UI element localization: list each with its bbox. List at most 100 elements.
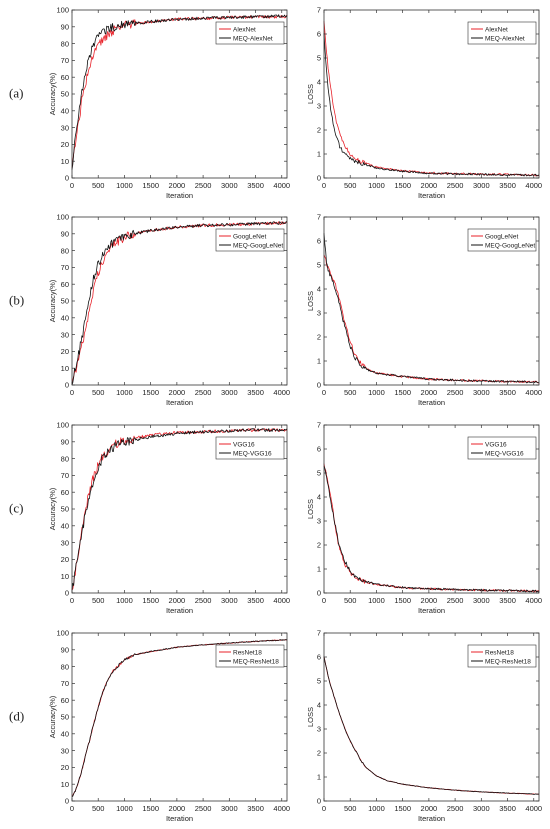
y-tick-label: 5 (317, 469, 321, 478)
legend-entry: MEQ-GoogLeNet (233, 243, 283, 250)
y-tick-label: 0 (317, 589, 321, 598)
legend-entry: MEQ-ResNet18 (485, 659, 531, 666)
x-tick-label: 1000 (116, 388, 133, 397)
chart-panel: 0 500 1000 1500 2000 2500 3000 3500 4000 0 1 2 3 4 5 6 7… (306, 421, 542, 615)
y-tick-label: 80 (61, 246, 69, 255)
x-tick-label: 3000 (221, 388, 238, 397)
row-label: (d) (9, 708, 24, 723)
x-tick-label: 3000 (473, 596, 490, 605)
x-axis-label: Iteration (166, 606, 193, 615)
x-tick-label: 500 (344, 804, 357, 813)
y-tick-label: 7 (317, 629, 321, 638)
y-tick-label: 70 (61, 679, 69, 688)
legend-box (467, 436, 537, 460)
y-tick-label: 50 (61, 90, 69, 99)
y-tick-label: 7 (317, 421, 321, 430)
series-line (71, 428, 288, 591)
x-tick-label: 2500 (195, 388, 212, 397)
y-tick-label: 30 (61, 746, 69, 755)
y-tick-label: 0 (317, 174, 321, 183)
x-tick-label: 4000 (273, 388, 290, 397)
y-tick-label: 0 (317, 797, 321, 806)
y-tick-label: 90 (61, 438, 69, 447)
x-tick-label: 3500 (499, 804, 516, 813)
x-tick-label: 3500 (247, 388, 264, 397)
y-axis-label: LOSS (306, 707, 315, 727)
y-tick-label: 30 (61, 123, 69, 132)
y-tick-label: 5 (317, 54, 321, 63)
y-tick-label: 60 (61, 488, 69, 497)
legend-entry: AlexNet (485, 27, 508, 34)
y-tick-label: 100 (56, 6, 69, 15)
y-tick-label: 0 (317, 381, 321, 390)
y-tick-label: 7 (317, 213, 321, 222)
y-tick-label: 90 (61, 230, 69, 239)
y-tick-label: 30 (61, 538, 69, 547)
y-tick-label: 3 (317, 517, 321, 526)
series-line (323, 33, 540, 177)
x-tick-label: 2000 (421, 181, 438, 190)
axes-frame (323, 9, 540, 179)
x-tick-label: 1500 (142, 596, 159, 605)
chart-panel: 0 500 1000 1500 2000 2500 3000 3500 4000 0 10 20 30 4… (48, 421, 290, 615)
x-tick-label: 2500 (195, 596, 212, 605)
y-tick-label: 50 (61, 713, 69, 722)
y-tick-label: 2 (317, 126, 321, 135)
y-tick-label: 2 (317, 541, 321, 550)
x-tick-label: 3500 (499, 181, 516, 190)
y-tick-label: 80 (61, 454, 69, 463)
x-tick-label: 3000 (221, 596, 238, 605)
x-axis-label: Iteration (166, 191, 193, 200)
axes-frame (323, 424, 540, 594)
series-line (323, 656, 540, 795)
y-tick-label: 70 (61, 263, 69, 272)
y-tick-label: 70 (61, 56, 69, 65)
legend-box (215, 436, 285, 460)
row-label: (a) (9, 85, 23, 100)
x-tick-label: 2000 (421, 804, 438, 813)
x-tick-label: 1500 (394, 804, 411, 813)
x-tick-label: 500 (92, 388, 105, 397)
x-tick-label: 1000 (368, 388, 385, 397)
y-tick-label: 60 (61, 280, 69, 289)
y-tick-label: 2 (317, 333, 321, 342)
x-tick-label: 500 (92, 181, 105, 190)
y-tick-label: 3 (317, 309, 321, 318)
chart-panel: 0 500 1000 1500 2000 2500 3000 3500 4000 0 1 2 3 4 5 6 7… (306, 213, 542, 407)
y-tick-label: 7 (317, 6, 321, 15)
legend-box (215, 644, 285, 668)
x-axis-label: Iteration (418, 191, 445, 200)
x-tick-label: 4000 (273, 804, 290, 813)
y-axis-label: LOSS (306, 84, 315, 104)
y-tick-label: 80 (61, 39, 69, 48)
y-tick-label: 40 (61, 522, 69, 531)
series-line (323, 254, 540, 384)
x-tick-label: 2000 (421, 388, 438, 397)
x-axis-label: Iteration (166, 398, 193, 407)
series-line (323, 465, 540, 593)
x-tick-label: 2000 (169, 596, 186, 605)
y-tick-label: 40 (61, 107, 69, 116)
x-tick-label: 500 (92, 596, 105, 605)
y-tick-label: 1 (317, 565, 321, 574)
y-tick-label: 0 (65, 589, 69, 598)
x-tick-label: 2500 (447, 804, 464, 813)
x-tick-label: 1000 (116, 596, 133, 605)
x-tick-label: 0 (322, 804, 326, 813)
y-tick-label: 50 (61, 297, 69, 306)
x-tick-label: 4000 (525, 181, 542, 190)
x-tick-label: 1500 (142, 388, 159, 397)
series-line (71, 638, 288, 798)
x-tick-label: 1000 (116, 181, 133, 190)
y-tick-label: 6 (317, 653, 321, 662)
x-tick-label: 1500 (142, 181, 159, 190)
y-tick-label: 90 (61, 23, 69, 32)
y-tick-label: 100 (56, 213, 69, 222)
y-tick-label: 1 (317, 357, 321, 366)
x-tick-label: 3000 (221, 181, 238, 190)
series-line (71, 428, 288, 591)
y-tick-label: 0 (65, 797, 69, 806)
y-tick-label: 2 (317, 749, 321, 758)
legend-entry: MEQ-VGG16 (485, 451, 524, 458)
